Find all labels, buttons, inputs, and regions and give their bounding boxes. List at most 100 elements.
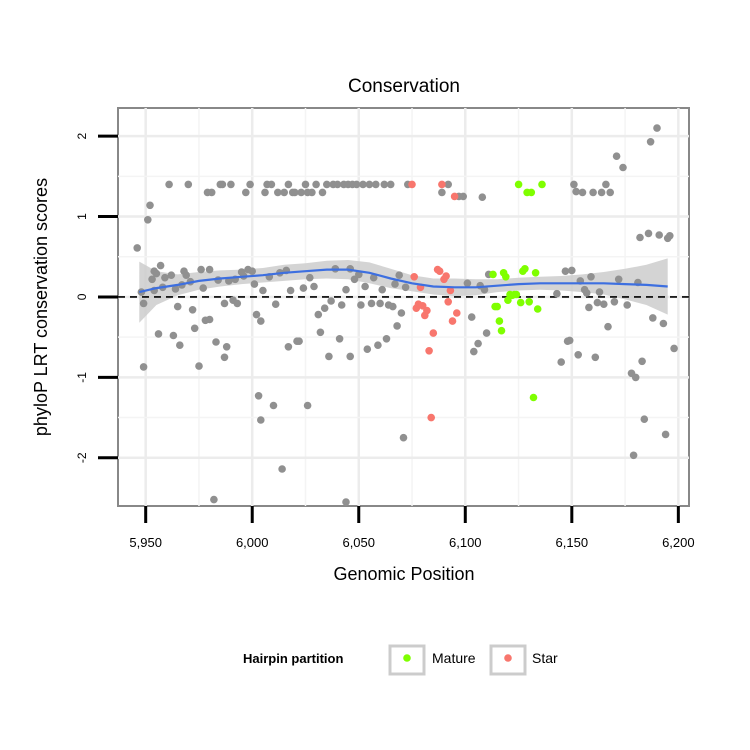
data-point-other <box>350 275 359 284</box>
data-point-other <box>280 188 289 197</box>
data-point-other <box>593 298 602 307</box>
data-point-mature <box>516 298 525 307</box>
data-point-other <box>269 401 278 410</box>
data-point-star <box>435 267 444 276</box>
data-point-other <box>557 358 565 366</box>
y-axis: -2 -1 0 1 2 <box>75 132 118 463</box>
data-point-other <box>295 337 303 346</box>
data-point-other <box>646 138 655 146</box>
data-point-other <box>395 271 404 280</box>
data-point-other <box>595 288 604 296</box>
data-point-other <box>591 353 600 362</box>
legend-item-mature: Mature <box>388 644 476 676</box>
data-point-other <box>171 285 180 293</box>
data-point-mature <box>527 188 536 197</box>
data-point-other <box>267 180 276 189</box>
data-points <box>133 124 678 506</box>
data-point-other <box>376 299 384 308</box>
data-point-other <box>574 351 582 359</box>
data-point-other <box>154 330 163 338</box>
legend-key-mature <box>388 644 426 676</box>
data-point-other <box>600 300 608 309</box>
x-tick-label: 5,950 <box>129 535 162 550</box>
data-point-other <box>478 193 487 201</box>
data-point-other <box>587 273 595 281</box>
data-point-other <box>169 331 178 340</box>
data-point-other <box>248 267 256 276</box>
data-point-other <box>369 273 378 282</box>
data-point-mature <box>502 273 510 281</box>
data-point-other <box>195 362 203 370</box>
legend-label-star: Star <box>532 650 558 666</box>
y-tick-label: 1 <box>75 213 89 220</box>
data-point-other <box>342 498 350 506</box>
data-point-other <box>640 415 649 424</box>
data-point-mature <box>531 269 540 277</box>
data-point-other <box>367 299 376 308</box>
data-point-other <box>133 244 141 252</box>
data-point-other <box>342 285 350 294</box>
data-point-other <box>386 180 395 189</box>
data-point-other <box>363 345 372 354</box>
data-point-other <box>190 324 199 333</box>
data-point-other <box>604 322 612 331</box>
data-point-mature <box>538 180 546 189</box>
data-point-other <box>257 416 265 424</box>
data-point-other <box>638 357 646 366</box>
data-point-other <box>467 313 476 321</box>
data-point-other <box>619 163 627 172</box>
data-point-other <box>372 180 380 189</box>
data-point-other <box>438 188 446 197</box>
legend-dot-mature <box>403 654 411 662</box>
data-point-mature <box>512 290 521 299</box>
data-point-star <box>448 317 457 325</box>
data-point-other <box>148 275 156 284</box>
data-point-other <box>297 188 306 197</box>
data-point-other <box>286 286 295 295</box>
data-point-other <box>207 188 216 197</box>
data-point-other <box>299 284 308 292</box>
data-point-other <box>146 201 154 210</box>
data-point-star <box>453 309 461 317</box>
data-point-other <box>291 188 299 197</box>
data-point-other <box>582 289 591 297</box>
data-point-other <box>284 180 293 189</box>
data-point-other <box>337 301 346 309</box>
data-point-other <box>597 188 606 197</box>
data-point-other <box>156 261 165 270</box>
smooth-line <box>139 268 668 294</box>
data-point-other <box>188 306 197 314</box>
data-point-star <box>408 180 416 189</box>
data-point-other <box>327 297 335 305</box>
data-point-other <box>666 232 674 240</box>
data-point-other <box>144 216 152 224</box>
data-point-other <box>614 275 623 284</box>
data-point-other <box>361 282 369 291</box>
data-point-other <box>205 265 214 274</box>
data-point-other <box>444 180 453 189</box>
data-point-other <box>631 373 640 382</box>
data-point-other <box>393 322 401 330</box>
data-point-other <box>578 188 587 197</box>
data-point-other <box>380 180 389 189</box>
data-point-other <box>655 231 663 239</box>
data-point-other <box>649 314 657 322</box>
data-point-mature <box>497 326 506 335</box>
data-point-other <box>222 343 231 351</box>
data-point-star <box>429 329 438 337</box>
data-point-other <box>335 335 344 343</box>
legend-label-mature: Mature <box>432 650 476 666</box>
data-point-other <box>139 299 148 308</box>
x-axis: 5,950 6,000 6,050 6,100 6,150 6,200 <box>129 506 695 550</box>
data-point-other <box>659 319 668 328</box>
legend-title: Hairpin partition <box>243 651 343 666</box>
data-point-other <box>474 339 482 348</box>
data-point-other <box>602 180 610 189</box>
data-point-other <box>254 392 263 400</box>
data-point-other <box>570 180 578 189</box>
data-point-other <box>357 301 365 309</box>
data-point-other <box>325 352 333 361</box>
legend: Hairpin partition Mature Star <box>243 644 558 676</box>
data-point-other <box>320 304 329 313</box>
